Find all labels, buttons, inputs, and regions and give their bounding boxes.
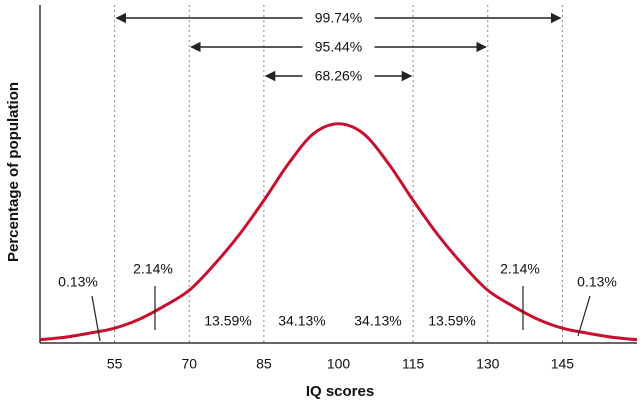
segment-label: 13.59% xyxy=(204,313,251,329)
segment-label: 2.14% xyxy=(133,261,173,277)
curve xyxy=(39,122,638,342)
leader-line xyxy=(91,295,101,342)
x-tick-label: 145 xyxy=(551,356,575,372)
segment-label: 34.13% xyxy=(278,313,325,329)
x-tick-label: 70 xyxy=(181,356,197,372)
range-label-bg xyxy=(302,8,375,28)
x-tick-label: 85 xyxy=(256,356,272,372)
leader-line xyxy=(577,295,591,337)
x-tick-label: 55 xyxy=(107,356,123,372)
x-tick-label: 115 xyxy=(402,356,425,372)
x-tick-label: 130 xyxy=(476,356,500,372)
segment-label: 0.13% xyxy=(577,274,617,290)
x-axis-label: IQ scores xyxy=(306,383,374,400)
segment-label: 0.13% xyxy=(58,274,98,290)
y-axis-label: Percentage of population xyxy=(5,82,22,262)
range-label-bg xyxy=(302,37,375,57)
segment-label: 34.13% xyxy=(354,313,401,329)
x-tick-label: 100 xyxy=(327,356,351,372)
segment-label: 2.14% xyxy=(500,261,540,277)
segment-label: 13.59% xyxy=(428,313,475,329)
range-label: 95.44% xyxy=(315,39,362,55)
range-label-bg xyxy=(302,66,375,86)
range-label: 99.74% xyxy=(315,10,362,26)
range-label: 68.26% xyxy=(315,68,362,84)
